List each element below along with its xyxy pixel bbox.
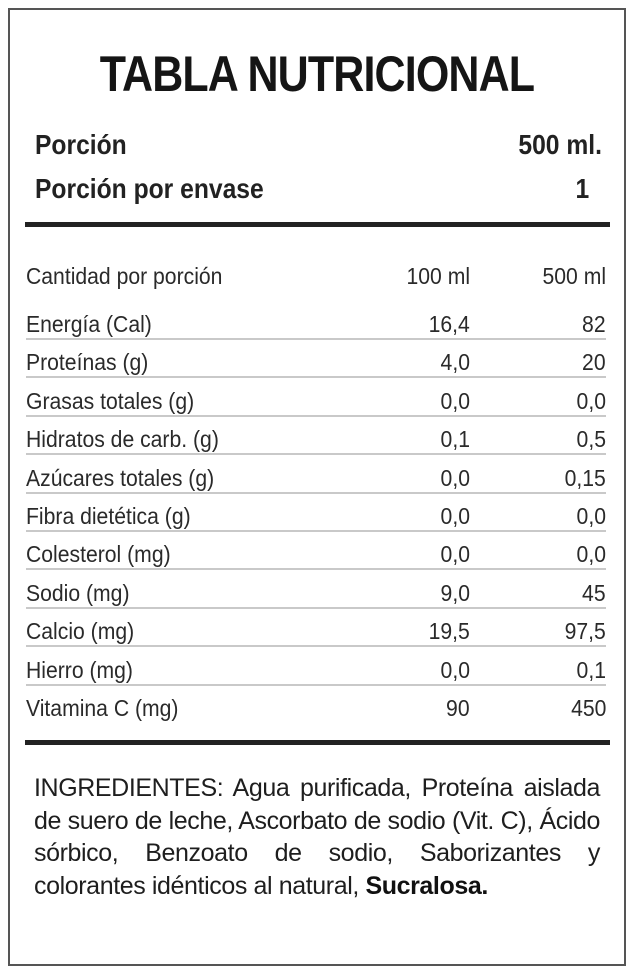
value-per-100ml: 9,0 (440, 579, 470, 606)
value-per-500ml: 0,15 (564, 464, 606, 491)
nutrient-name: Energía (Cal) (26, 311, 152, 337)
table-row: Proteínas (g) 4,0 20 (26, 338, 606, 379)
nutrient-name: Hierro (mg) (26, 656, 133, 683)
serving-size-row: Porción 500 ml. (35, 128, 602, 162)
divider-top (25, 222, 610, 227)
value-per-500ml: 0,0 (576, 503, 606, 529)
value-per-500ml: 0,0 (576, 541, 606, 568)
table-row: Sodio (mg) 9,0 45 (26, 569, 606, 609)
value-per-100ml: 4,0 (440, 349, 470, 376)
nutrient-name: Colesterol (mg) (26, 541, 171, 568)
ingredients-bold-tail: Sucralosa. (365, 871, 488, 900)
value-per-500ml: 0,0 (576, 387, 606, 414)
value-per-100ml: 16,4 (428, 311, 470, 337)
value-per-500ml: 97,5 (564, 618, 606, 645)
ingredients-text: INGREDIENTES: Agua purificada, Proteína … (34, 772, 600, 902)
header-name: Cantidad por porción (26, 263, 223, 289)
table-row: Azúcares totales (g) 0,0 0,15 (26, 454, 606, 494)
value-per-500ml: 0,1 (576, 656, 606, 683)
value-per-100ml: 0,1 (440, 426, 470, 453)
header-col-100: 100 ml (406, 263, 470, 289)
servings-per-container-value: 1 (575, 173, 590, 204)
table-row: Fibra dietética (g) 0,0 0,0 (26, 492, 606, 532)
table-row: Grasas totales (g) 0,0 0,0 (26, 377, 606, 417)
nutrient-name: Hidratos de carb. (g) (26, 426, 219, 453)
value-per-100ml: 0,0 (440, 503, 470, 529)
servings-per-container-row: Porción por envase 1 (35, 172, 602, 206)
value-per-100ml: 0,0 (440, 541, 470, 568)
value-per-100ml: 90 (446, 695, 470, 721)
table-row: Hidratos de carb. (g) 0,1 0,5 (26, 415, 606, 456)
value-per-100ml: 0,0 (440, 387, 470, 414)
value-per-500ml: 450 (570, 695, 606, 721)
table-row: Vitamina C (mg) 90 450 (26, 684, 606, 722)
nutrient-name: Azúcares totales (g) (26, 464, 215, 491)
nutrition-label: TABLA NUTRICIONAL Porción 500 ml. Porció… (8, 8, 626, 966)
serving-size-value: 500 ml. (518, 129, 602, 160)
label-title: TABLA NUTRICIONAL (99, 46, 535, 102)
value-per-100ml: 0,0 (440, 464, 470, 491)
table-row: Energía (Cal) 16,4 82 (26, 300, 606, 340)
table-header: Cantidad por porción 100 ml 500 ml (26, 256, 606, 290)
value-per-100ml: 0,0 (440, 656, 470, 683)
value-per-500ml: 0,5 (576, 426, 606, 453)
table-row: Hierro (mg) 0,0 0,1 (26, 646, 606, 686)
value-per-100ml: 19,5 (428, 618, 470, 645)
divider-bottom (25, 740, 610, 745)
serving-size-label: Porción (35, 129, 127, 160)
servings-per-container-label: Porción por envase (35, 173, 264, 204)
value-per-500ml: 45 (582, 579, 606, 606)
ingredients-list: INGREDIENTES: Agua purificada, Proteína … (34, 774, 600, 900)
header-col-500: 500 ml (542, 263, 606, 289)
nutrient-name: Calcio (mg) (26, 618, 135, 645)
nutrient-name: Grasas totales (g) (26, 387, 195, 414)
value-per-500ml: 20 (582, 349, 606, 376)
table-row: Calcio (mg) 19,5 97,5 (26, 607, 606, 648)
nutrient-name: Sodio (mg) (26, 579, 130, 606)
value-per-500ml: 82 (582, 311, 606, 337)
nutrient-name: Proteínas (g) (26, 349, 149, 376)
nutrient-name: Fibra dietética (g) (26, 503, 191, 529)
nutrient-name: Vitamina C (mg) (26, 695, 179, 721)
table-row: Colesterol (mg) 0,0 0,0 (26, 530, 606, 571)
